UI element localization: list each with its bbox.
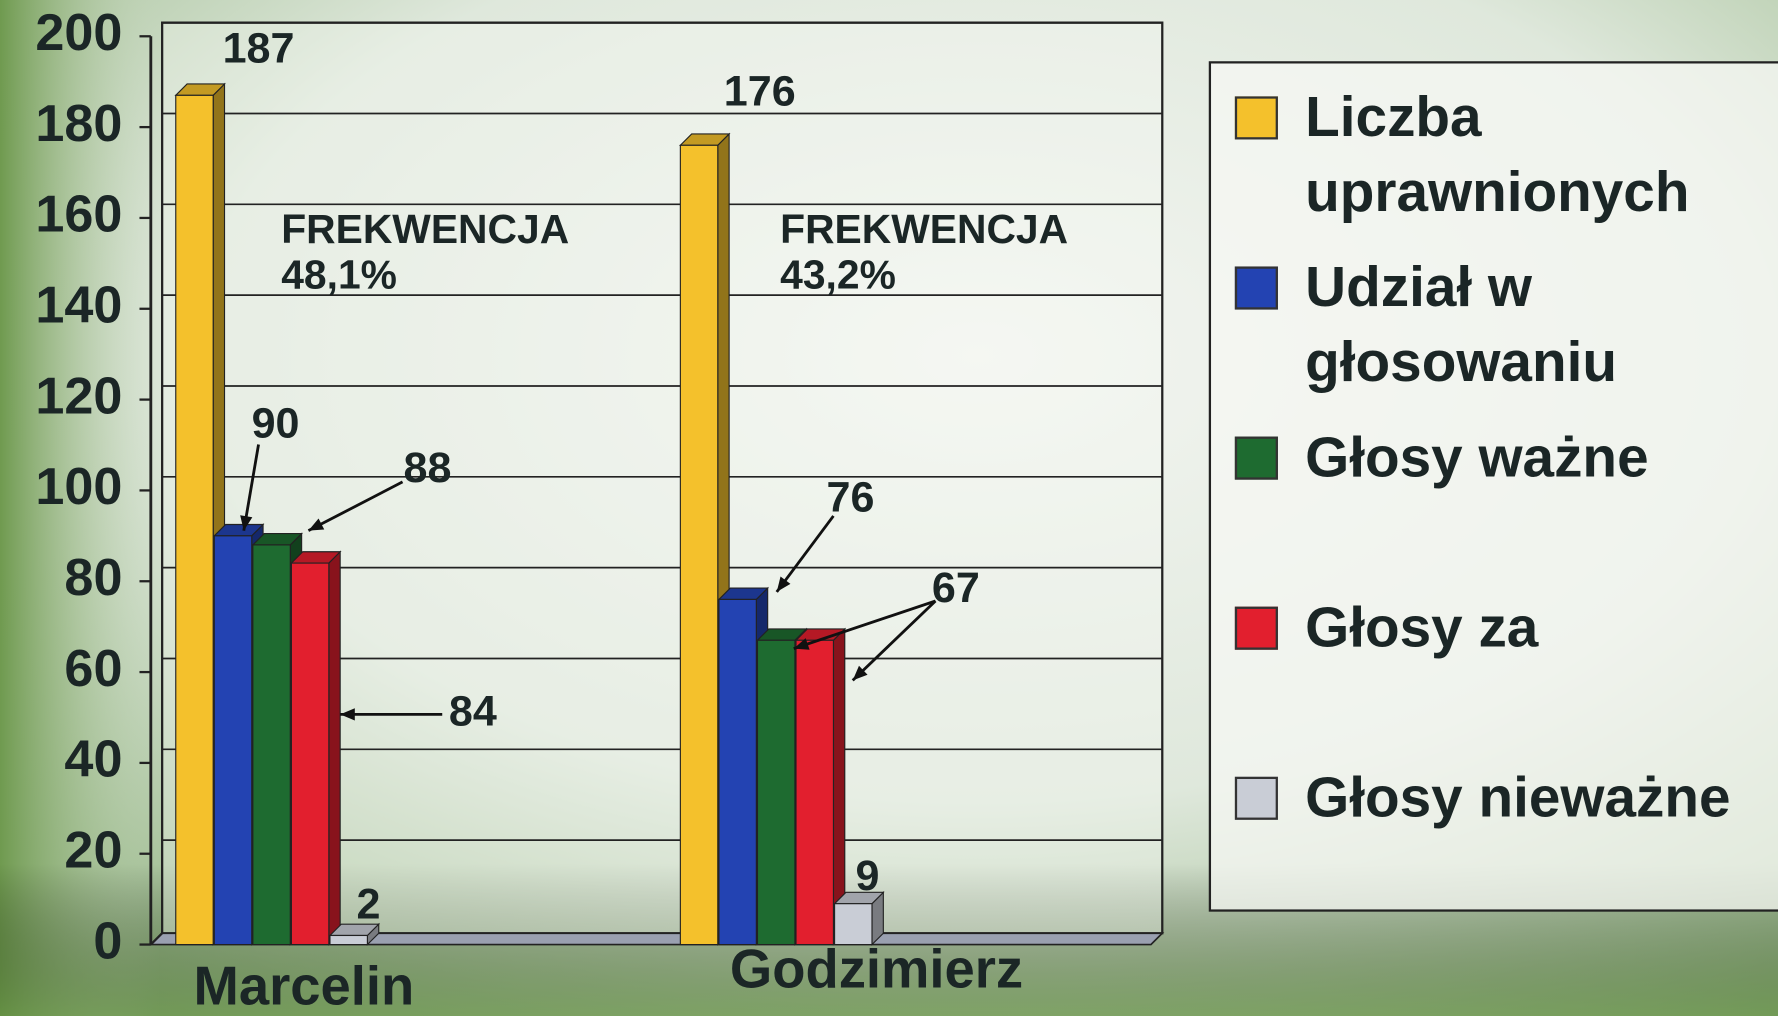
- bar: [756, 639, 796, 946]
- x-tick-label: Marcelin: [194, 955, 415, 1016]
- legend-box: [1208, 61, 1778, 912]
- label-arrow: [851, 599, 937, 682]
- y-tick-label: 40: [64, 731, 122, 789]
- arrow-head: [776, 576, 791, 592]
- data-label: 67: [932, 564, 980, 612]
- legend-label: Głosy nieważne: [1305, 765, 1731, 829]
- data-label: 76: [826, 473, 874, 521]
- arrow-head: [852, 665, 868, 681]
- y-tick-label: 0: [93, 912, 122, 970]
- bar: [679, 144, 719, 946]
- annotation: 48,1%: [281, 252, 397, 298]
- y-tick-label: 60: [64, 640, 122, 698]
- legend: Liczba uprawnionych Udział w głosowaniu Gł…: [1210, 0, 1778, 1016]
- x-tick-label: Godzimierz: [730, 938, 1023, 999]
- legend-swatch: [1234, 96, 1278, 140]
- data-label: 187: [223, 24, 295, 72]
- data-label: 88: [404, 444, 452, 492]
- legend-items: Liczba uprawnionych Udział w głosowaniu Gł…: [1210, 0, 1778, 1016]
- legend-label: Głosy ważne: [1305, 425, 1649, 489]
- bar: [795, 639, 835, 946]
- data-label: 9: [855, 852, 879, 900]
- arrow-head: [308, 518, 325, 531]
- bar: [213, 535, 253, 946]
- label-arrow: [307, 480, 404, 532]
- legend-label: Udział w głosowaniu: [1305, 255, 1617, 394]
- y-tick-label: 200: [35, 4, 122, 62]
- legend-item: Głosy nieważne: [1210, 760, 1777, 835]
- labels: 0 20 40 60 80 100 120 140 160 180 200 Marcelin Godzi…: [35, 4, 1068, 1016]
- annotation: FREKWENCJA: [281, 206, 569, 252]
- y-tick-label: 120: [35, 367, 122, 425]
- bar: [175, 94, 214, 946]
- label-arrow: [775, 515, 835, 593]
- axis-corner: [150, 932, 163, 946]
- y-tick-label: 100: [35, 458, 122, 516]
- legend-label: Głosy za: [1305, 595, 1539, 659]
- data-label: 176: [724, 67, 796, 115]
- y-tick-label: 160: [35, 186, 122, 244]
- legend-item: Liczba uprawnionych: [1210, 79, 1777, 229]
- data-label: 84: [449, 688, 497, 736]
- bar: [290, 562, 330, 946]
- legend-label: Liczba uprawnionych: [1305, 85, 1690, 224]
- legend-swatch: [1234, 266, 1278, 310]
- y-tick-label: 140: [35, 277, 122, 335]
- annotation: 43,2%: [780, 252, 896, 298]
- y-tick-label: 180: [35, 95, 122, 153]
- arrow-head: [240, 515, 253, 531]
- y-tick-label: 20: [64, 822, 122, 880]
- legend-swatch: [1234, 436, 1278, 480]
- label-arrow: [793, 599, 936, 650]
- arrow-head: [793, 638, 810, 650]
- bar-side: [328, 550, 341, 946]
- data-label: 2: [357, 881, 381, 929]
- legend-item: Udział w głosowaniu: [1210, 249, 1777, 399]
- legend-swatch: [1234, 606, 1278, 650]
- legend-item: Głosy za: [1210, 590, 1777, 665]
- bar: [252, 544, 291, 946]
- data-label: 90: [252, 400, 300, 448]
- arrow-head: [340, 708, 355, 721]
- legend-item: Głosy ważne: [1210, 420, 1777, 495]
- bar: [329, 934, 368, 946]
- bar: [834, 903, 873, 946]
- legend-swatch: [1234, 776, 1278, 820]
- bar: [718, 598, 757, 946]
- bars: [174, 82, 885, 946]
- y-tick-label: 80: [64, 549, 122, 607]
- annotation: FREKWENCJA: [780, 206, 1068, 252]
